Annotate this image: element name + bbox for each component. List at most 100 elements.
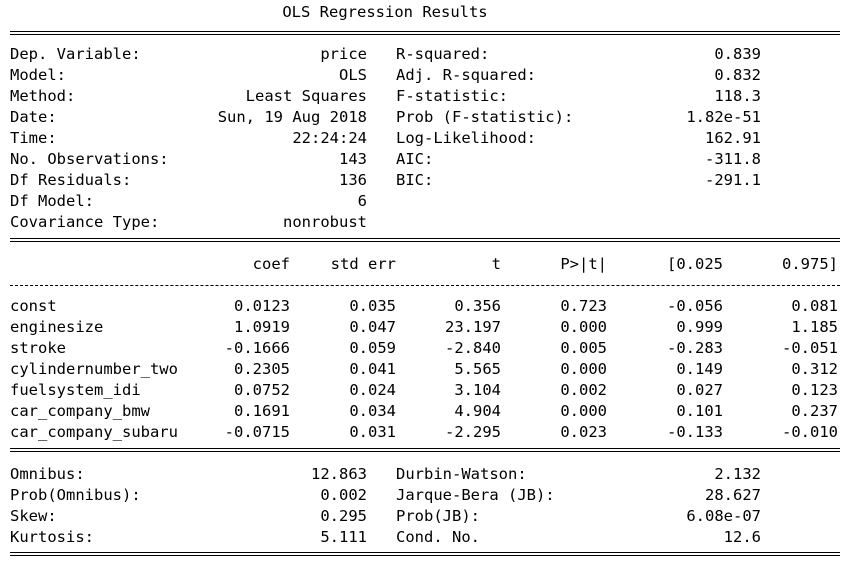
coef-cell: 0.000 [560, 318, 607, 336]
summary-value: 162.91 [705, 129, 761, 147]
coef-cell: 3.104 [454, 381, 501, 399]
summary-label: Model: [10, 66, 66, 84]
diagnostic-value: 12.6 [723, 528, 761, 546]
coef-cell: 0.002 [560, 381, 607, 399]
diagnostic-value: 0.295 [320, 507, 367, 525]
diagnostic-label: Prob(JB): [396, 507, 480, 525]
diagnostic-value: 2.132 [714, 465, 761, 483]
diagnostic-label: Prob(Omnibus): [10, 486, 141, 504]
coef-cell: -2.295 [445, 423, 501, 441]
diagnostic-value: 28.627 [705, 486, 761, 504]
coef-cell: 0.312 [791, 360, 838, 378]
summary-label: Date: [10, 108, 57, 126]
coef-cell: 0.047 [349, 318, 396, 336]
double-rule-top [10, 31, 840, 35]
coef-cell: -0.133 [667, 423, 723, 441]
summary-row: Model: OLS Adj. R-squared: 0.832 [0, 65, 847, 86]
coef-cell: 0.000 [560, 360, 607, 378]
diagnostic-value: 12.863 [311, 465, 367, 483]
diagnostic-label: Cond. No. [396, 528, 480, 546]
summary-label: Adj. R-squared: [396, 66, 536, 84]
summary-label: BIC: [396, 171, 434, 189]
summary-value: -291.1 [705, 171, 761, 189]
summary-value: 0.839 [714, 45, 761, 63]
diagnostics-row: Skew: 0.295 Prob(JB): 6.08e-07 [0, 506, 847, 527]
variable-name: stroke [10, 339, 66, 357]
coef-cell: -0.0715 [224, 423, 290, 441]
coef-cell: 0.723 [560, 297, 607, 315]
coef-cell: 0.031 [349, 423, 396, 441]
summary-value: Sun, 19 Aug 2018 [217, 108, 367, 126]
summary-value: OLS [339, 66, 367, 84]
summary-row: Date: Sun, 19 Aug 2018 Prob (F-statistic):… [0, 107, 847, 128]
coef-cell: 0.027 [676, 381, 723, 399]
diagnostics-row: Kurtosis: 5.111 Cond. No. 12.6 [0, 527, 847, 548]
coef-cell: 0.024 [349, 381, 396, 399]
coef-column-header: P>|t| [560, 255, 607, 273]
coef-cell: 0.023 [560, 423, 607, 441]
dashed-rule-coef-header [10, 285, 840, 286]
coef-header-row: coef std err t P>|t| [0.025 0.975] [0, 254, 847, 275]
summary-label: Df Residuals: [10, 171, 132, 189]
coef-column-header: coef [252, 255, 290, 273]
coef-cell: -0.056 [667, 297, 723, 315]
summary-label: F-statistic: [396, 87, 508, 105]
summary-value: 143 [339, 150, 367, 168]
summary-label: Log-Likelihood: [396, 129, 536, 147]
coef-table-row: enginesize 1.0919 0.047 23.197 0.000 0.999 1.1… [0, 317, 847, 338]
summary-value: 118.3 [714, 87, 761, 105]
summary-row: Df Residuals: 136 BIC: -291.1 [0, 170, 847, 191]
coef-cell: 0.035 [349, 297, 396, 315]
coef-table-row: cylindernumber_two 0.2305 0.041 5.565 0.000 0… [0, 359, 847, 380]
double-rule-coef-top [10, 238, 840, 242]
summary-label: Dep. Variable: [10, 45, 141, 63]
coef-table-row: const 0.0123 0.035 0.356 0.723 -0.056 0.081 [0, 296, 847, 317]
diagnostic-value: 5.111 [320, 528, 367, 546]
summary-value: nonrobust [283, 213, 367, 231]
coef-cell: 0.101 [676, 402, 723, 420]
coef-cell: 0.356 [454, 297, 501, 315]
summary-value: 22:24:24 [292, 129, 367, 147]
coef-cell: 0.999 [676, 318, 723, 336]
coef-cell: -0.283 [667, 339, 723, 357]
diagnostic-label: Skew: [10, 507, 57, 525]
coef-cell: -0.010 [782, 423, 838, 441]
diagnostic-label: Jarque-Bera (JB): [396, 486, 555, 504]
summary-label: Time: [10, 129, 57, 147]
summary-row: No. Observations: 143 AIC: -311.8 [0, 149, 847, 170]
coef-table-row: stroke -0.1666 0.059 -2.840 0.005 -0.283 -0.05… [0, 338, 847, 359]
coef-cell: 0.123 [791, 381, 838, 399]
summary-row: Dep. Variable: price R-squared: 0.839 [0, 44, 847, 65]
variable-name: fuelsystem_idi [10, 381, 141, 399]
coef-cell: 0.0752 [234, 381, 290, 399]
coef-cell: 0.081 [791, 297, 838, 315]
coef-column-header: t [491, 255, 501, 273]
summary-label: AIC: [396, 150, 434, 168]
coef-cell: 4.904 [454, 402, 501, 420]
coef-cell: -0.051 [782, 339, 838, 357]
coef-cell: 0.059 [349, 339, 396, 357]
summary-label: Prob (F-statistic): [396, 108, 574, 126]
summary-label: Method: [10, 87, 76, 105]
summary-label: R-squared: [396, 45, 490, 63]
summary-row: Time: 22:24:24 Log-Likelihood: 162.91 [0, 128, 847, 149]
coef-column-header: std err [330, 255, 396, 273]
summary-value: 1.82e-51 [686, 108, 761, 126]
variable-name: const [10, 297, 57, 315]
diagnostics-row: Prob(Omnibus): 0.002 Jarque-Bera (JB): 28.6… [0, 485, 847, 506]
results-title: OLS Regression Results [282, 3, 488, 21]
coef-cell: 0.034 [349, 402, 396, 420]
coef-cell: 0.149 [676, 360, 723, 378]
coef-cell: 1.185 [791, 318, 838, 336]
summary-value: 0.832 [714, 66, 761, 84]
coef-cell: 0.005 [560, 339, 607, 357]
diagnostic-label: Omnibus: [10, 465, 85, 483]
coef-cell: 1.0919 [234, 318, 290, 336]
summary-value: 136 [339, 171, 367, 189]
diagnostic-label: Kurtosis: [10, 528, 94, 546]
summary-label: Covariance Type: [10, 213, 160, 231]
coef-cell: 0.000 [560, 402, 607, 420]
summary-label: Df Model: [10, 192, 94, 210]
coef-column-header: [0.025 [667, 255, 723, 273]
summary-value: -311.8 [705, 150, 761, 168]
